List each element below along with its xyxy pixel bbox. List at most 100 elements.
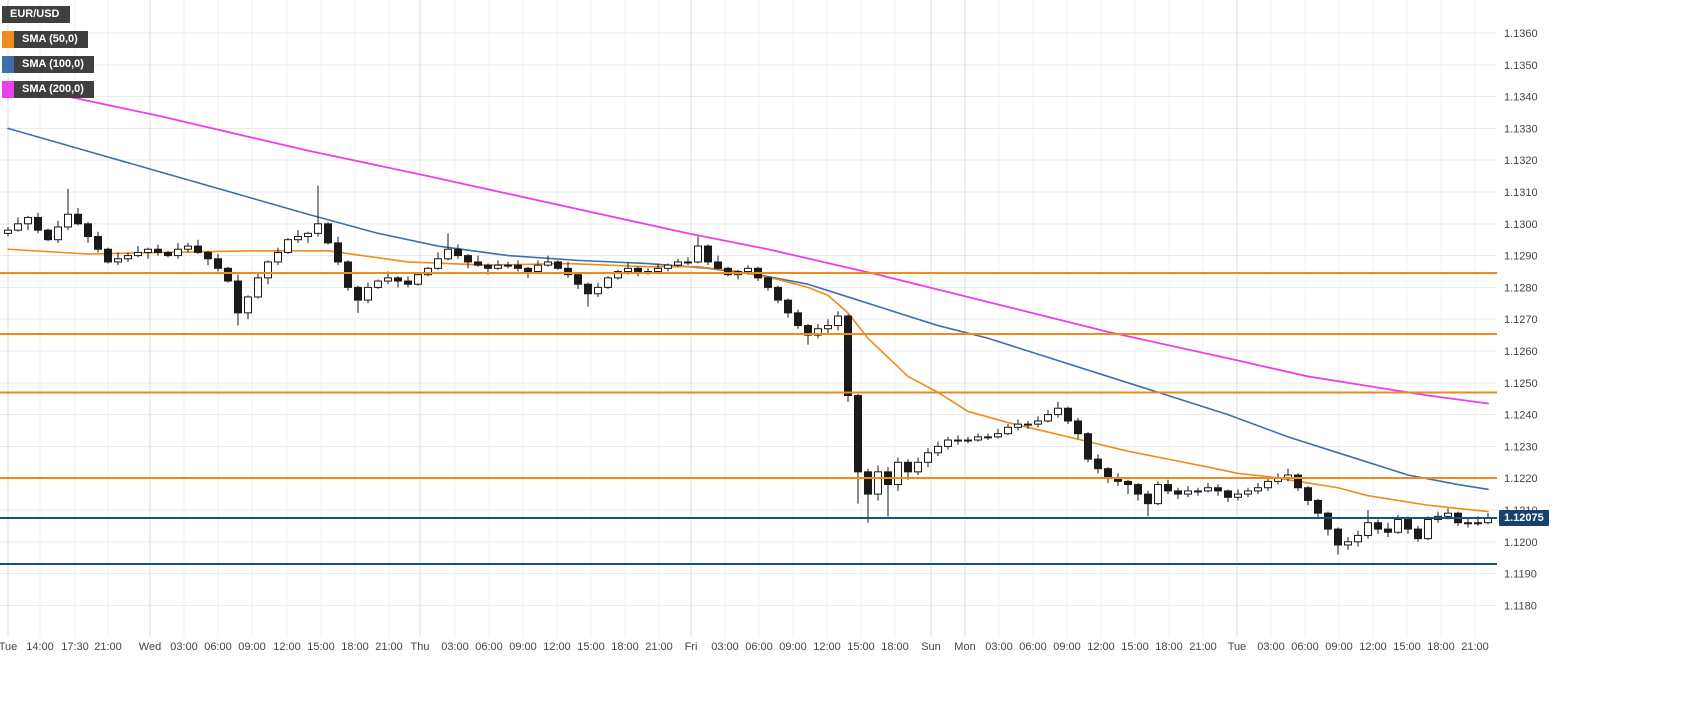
candle [1164, 479, 1172, 495]
candle [1144, 490, 1152, 517]
candle [434, 252, 442, 270]
time-tick-label: 14:00 [26, 641, 54, 653]
candle [1364, 510, 1372, 539]
candle [564, 261, 572, 278]
candle [1104, 467, 1112, 483]
price-tick-label: 1.1300 [1504, 219, 1538, 231]
candle [44, 228, 52, 242]
candle [874, 465, 882, 501]
candle [1174, 487, 1182, 499]
candle [964, 436, 972, 444]
candle [1294, 473, 1302, 491]
candle [1094, 454, 1102, 474]
candle [1354, 530, 1362, 547]
candle [244, 295, 252, 320]
time-tick-label: 09:00 [1053, 641, 1081, 653]
candle [594, 282, 602, 297]
candle [1234, 489, 1242, 501]
candle [954, 435, 962, 445]
candle [334, 236, 342, 266]
price-tick-label: 1.1250 [1504, 378, 1538, 390]
chart-legend: EUR/USD SMA (50,0) SMA (100,0) SMA (200,0) [2, 6, 94, 98]
candle [904, 459, 912, 480]
candle [844, 314, 852, 402]
legend-item-sma50[interactable]: SMA (50,0) [2, 31, 94, 48]
candle [324, 222, 332, 245]
candle [784, 298, 792, 318]
time-tick-label: 09:00 [1325, 641, 1353, 653]
time-tick-label: 15:00 [847, 641, 875, 653]
candle [1134, 482, 1142, 501]
candle [914, 457, 922, 476]
candle [724, 266, 732, 277]
candle [1114, 473, 1122, 487]
time-tick-label: 09:00 [238, 641, 266, 653]
price-tick-label: 1.1190 [1504, 569, 1537, 581]
time-tick-label: 15:00 [577, 641, 605, 653]
candle [204, 250, 212, 266]
legend-item-sma200[interactable]: SMA (200,0) [2, 81, 94, 98]
candle [614, 269, 622, 280]
time-tick-label: 06:00 [745, 641, 773, 653]
candle [294, 230, 302, 243]
candle [1324, 511, 1332, 536]
candle [534, 260, 542, 274]
candles-series [4, 185, 1492, 555]
price-axis: 1.1360 1.1350 1.1340 1.1330 1.1320 1.1310 1.13… [1504, 28, 1538, 612]
time-tick-label: Sun [921, 641, 941, 653]
candle [544, 255, 552, 267]
time-tick-label: 03:00 [1257, 641, 1285, 653]
candle [814, 323, 822, 339]
candle [984, 433, 992, 441]
time-tick-label: 06:00 [204, 641, 232, 653]
support-resistance-lines [0, 272, 1497, 566]
candle [404, 276, 412, 288]
candle [14, 217, 22, 232]
price-tick-label: 1.1350 [1504, 60, 1538, 72]
time-tick-label: 21:00 [94, 641, 122, 653]
candle [1404, 516, 1412, 534]
candle [1124, 479, 1132, 495]
price-tick-label: 1.1290 [1504, 251, 1538, 263]
time-tick-label: Mon [954, 641, 975, 653]
time-tick-label: 21:00 [1189, 641, 1217, 653]
legend-item-sma100-swatch [2, 56, 14, 73]
candle [1184, 486, 1192, 498]
price-tick-label: 1.1230 [1504, 441, 1538, 453]
candle [274, 247, 282, 266]
candle [314, 185, 322, 237]
candle [734, 269, 742, 280]
time-tick-label: 03:00 [711, 641, 739, 653]
legend-item-sma200-swatch [2, 81, 14, 98]
candle [504, 261, 512, 269]
candle [64, 188, 72, 231]
candle [714, 255, 722, 270]
time-tick-label: 12:00 [813, 641, 841, 653]
candle [354, 285, 362, 313]
candle [1194, 487, 1202, 496]
time-tick-label: 06:00 [1019, 641, 1047, 653]
time-tick-label: 15:00 [1393, 641, 1421, 653]
price-tick-label: 1.1280 [1504, 282, 1538, 294]
time-tick-label: Tue [0, 641, 17, 653]
time-tick-label: 06:00 [1291, 641, 1319, 653]
candle [1204, 482, 1212, 493]
time-tick-label: 12:00 [1087, 641, 1115, 653]
legend-item-sma200-label: SMA (200,0) [14, 81, 94, 98]
legend-item-sma100[interactable]: SMA (100,0) [2, 56, 94, 73]
candle [1214, 484, 1222, 496]
price-tick-label: 1.1220 [1504, 473, 1538, 485]
time-tick-label: 15:00 [1121, 641, 1149, 653]
candle [834, 311, 842, 331]
sma-50-line [7, 248, 1489, 513]
candle [974, 433, 982, 442]
price-tick-label: 1.1330 [1504, 123, 1538, 135]
time-tick-label: 21:00 [1461, 641, 1489, 653]
legend-item-eurusd[interactable]: EUR/USD [2, 6, 94, 23]
legend-item-sma100-label: SMA (100,0) [14, 56, 94, 73]
candle [944, 436, 952, 450]
candle [574, 273, 582, 289]
price-gridlines [0, 32, 1497, 606]
candle [414, 273, 422, 286]
